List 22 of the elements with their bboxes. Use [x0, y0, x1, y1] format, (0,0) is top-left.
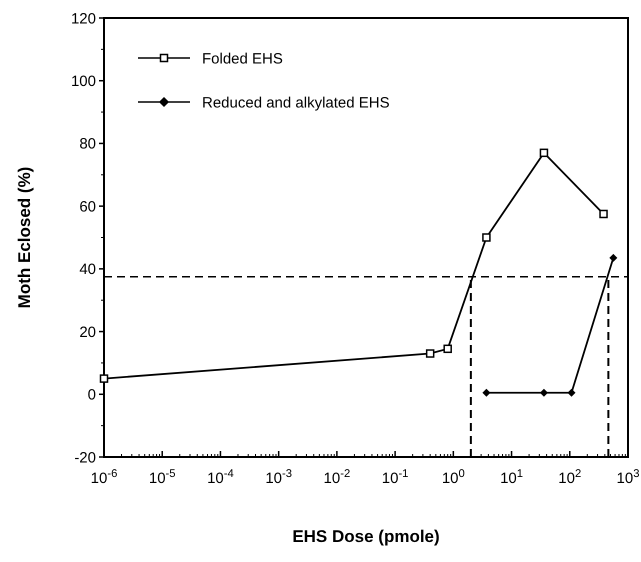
x-tick-label: 10$^{-5}$ — [148, 468, 176, 487]
y-tick-label: 120 — [70, 10, 96, 28]
y-tick-label: 80 — [79, 136, 96, 153]
y-tick-label: 0 — [88, 386, 96, 404]
y-axis-title: Moth Eclosed (%) — [15, 166, 34, 308]
x-tick-label: 10$^{3}$ — [616, 468, 640, 487]
x-tick-label: 10$^{-6}$ — [90, 468, 118, 487]
x-tick-label: 10$^{-1}$ — [382, 468, 408, 487]
y-tick-label: 60 — [79, 198, 96, 216]
x-tick-label: 10$^{-4}$ — [207, 468, 234, 487]
x-tick-label: 10$^{1}$ — [500, 468, 524, 487]
y-tick-label: -20 — [74, 449, 96, 466]
x-tick-label: 10$^{2}$ — [558, 468, 582, 487]
legend-label: Reduced and alkylated EHS — [202, 94, 390, 112]
x-tick-label: 10$^{-3}$ — [265, 468, 292, 487]
legend-label: Folded EHS — [202, 50, 283, 68]
y-tick-label: 20 — [79, 324, 96, 341]
x-tick-label: 10$^{0}$ — [442, 468, 465, 487]
x-axis-title: EHS Dose (pmole) — [292, 527, 440, 546]
y-tick-label: 40 — [79, 261, 96, 278]
y-tick-label: 100 — [70, 72, 96, 90]
x-tick-label: 10$^{-2}$ — [324, 468, 350, 487]
